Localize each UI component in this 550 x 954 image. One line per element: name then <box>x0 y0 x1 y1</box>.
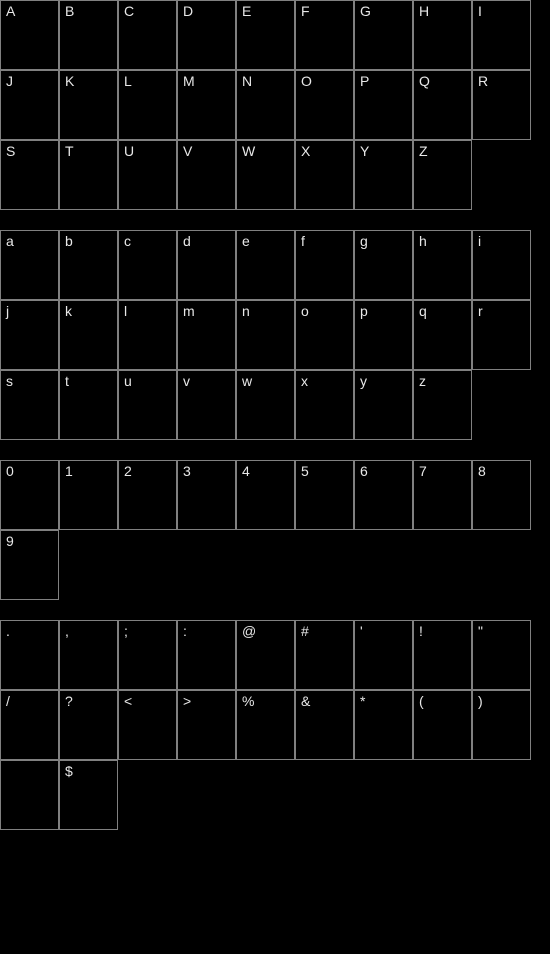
glyph-cell: u <box>118 370 177 440</box>
glyph-cell: M <box>177 70 236 140</box>
glyph-cell: . <box>0 620 59 690</box>
glyph-cell: ' <box>354 620 413 690</box>
glyph-cell: ! <box>413 620 472 690</box>
glyph-cell: ; <box>118 620 177 690</box>
glyph-cell <box>0 760 59 830</box>
glyph-cell: 4 <box>236 460 295 530</box>
glyph-cell: ) <box>472 690 531 760</box>
glyph-cell: / <box>0 690 59 760</box>
glyph-cell: Z <box>413 140 472 210</box>
glyph-cell: k <box>59 300 118 370</box>
glyph-cell: r <box>472 300 531 370</box>
character-map: ABCDEFGHI JKLMNOPQR STUVWXYZabcdefghi jklmn… <box>0 0 550 830</box>
glyph-cell: d <box>177 230 236 300</box>
glyph-cell: U <box>118 140 177 210</box>
glyph-cell: > <box>177 690 236 760</box>
glyph-cell: 2 <box>118 460 177 530</box>
glyph-cell: G <box>354 0 413 70</box>
glyph-cell: e <box>236 230 295 300</box>
glyph-cell: w <box>236 370 295 440</box>
glyph-cell: X <box>295 140 354 210</box>
glyph-cell: t <box>59 370 118 440</box>
glyph-cell: E <box>236 0 295 70</box>
glyph-cell: K <box>59 70 118 140</box>
section-gap <box>0 210 550 230</box>
section-uppercase: ABCDEFGHI JKLMNOPQR STUVWXYZ <box>0 0 550 210</box>
glyph-cell: 3 <box>177 460 236 530</box>
glyph-cell: j <box>0 300 59 370</box>
glyph-cell: % <box>236 690 295 760</box>
glyph-cell: f <box>295 230 354 300</box>
glyph-cell: J <box>0 70 59 140</box>
glyph-cell: @ <box>236 620 295 690</box>
glyph-cell: C <box>118 0 177 70</box>
glyph-cell: y <box>354 370 413 440</box>
glyph-cell: B <box>59 0 118 70</box>
glyph-cell: Q <box>413 70 472 140</box>
glyph-cell: V <box>177 140 236 210</box>
glyph-cell: o <box>295 300 354 370</box>
glyph-cell: 6 <box>354 460 413 530</box>
glyph-cell: Y <box>354 140 413 210</box>
glyph-cell: F <box>295 0 354 70</box>
glyph-cell: S <box>0 140 59 210</box>
glyph-cell: * <box>354 690 413 760</box>
glyph-cell: P <box>354 70 413 140</box>
glyph-cell: T <box>59 140 118 210</box>
glyph-cell: v <box>177 370 236 440</box>
glyph-cell: I <box>472 0 531 70</box>
glyph-cell: 0 <box>0 460 59 530</box>
glyph-cell: 9 <box>0 530 59 600</box>
glyph-cell: ( <box>413 690 472 760</box>
glyph-cell: ? <box>59 690 118 760</box>
section-gap <box>0 440 550 460</box>
glyph-cell: m <box>177 300 236 370</box>
glyph-cell: i <box>472 230 531 300</box>
section-symbols: .,;:@#'!" /?<>%&*() $ <box>0 620 550 830</box>
glyph-cell: x <box>295 370 354 440</box>
glyph-cell: p <box>354 300 413 370</box>
glyph-cell: < <box>118 690 177 760</box>
glyph-cell: h <box>413 230 472 300</box>
glyph-cell: 1 <box>59 460 118 530</box>
glyph-cell: : <box>177 620 236 690</box>
glyph-cell: z <box>413 370 472 440</box>
glyph-cell: l <box>118 300 177 370</box>
glyph-cell: 8 <box>472 460 531 530</box>
section-digits: 012345678 9 <box>0 460 550 600</box>
glyph-cell: L <box>118 70 177 140</box>
glyph-cell: $ <box>59 760 118 830</box>
glyph-cell: " <box>472 620 531 690</box>
glyph-cell: R <box>472 70 531 140</box>
glyph-cell: A <box>0 0 59 70</box>
glyph-cell: W <box>236 140 295 210</box>
glyph-cell: 5 <box>295 460 354 530</box>
glyph-cell: , <box>59 620 118 690</box>
section-gap <box>0 600 550 620</box>
glyph-cell: N <box>236 70 295 140</box>
glyph-cell: n <box>236 300 295 370</box>
glyph-cell: g <box>354 230 413 300</box>
glyph-cell: # <box>295 620 354 690</box>
glyph-cell: q <box>413 300 472 370</box>
glyph-cell: c <box>118 230 177 300</box>
glyph-cell: H <box>413 0 472 70</box>
glyph-cell: D <box>177 0 236 70</box>
glyph-cell: 7 <box>413 460 472 530</box>
glyph-cell: s <box>0 370 59 440</box>
glyph-cell: b <box>59 230 118 300</box>
glyph-cell: & <box>295 690 354 760</box>
glyph-cell: O <box>295 70 354 140</box>
section-lowercase: abcdefghi jklmnopqr stuvwxyz <box>0 230 550 440</box>
glyph-cell: a <box>0 230 59 300</box>
